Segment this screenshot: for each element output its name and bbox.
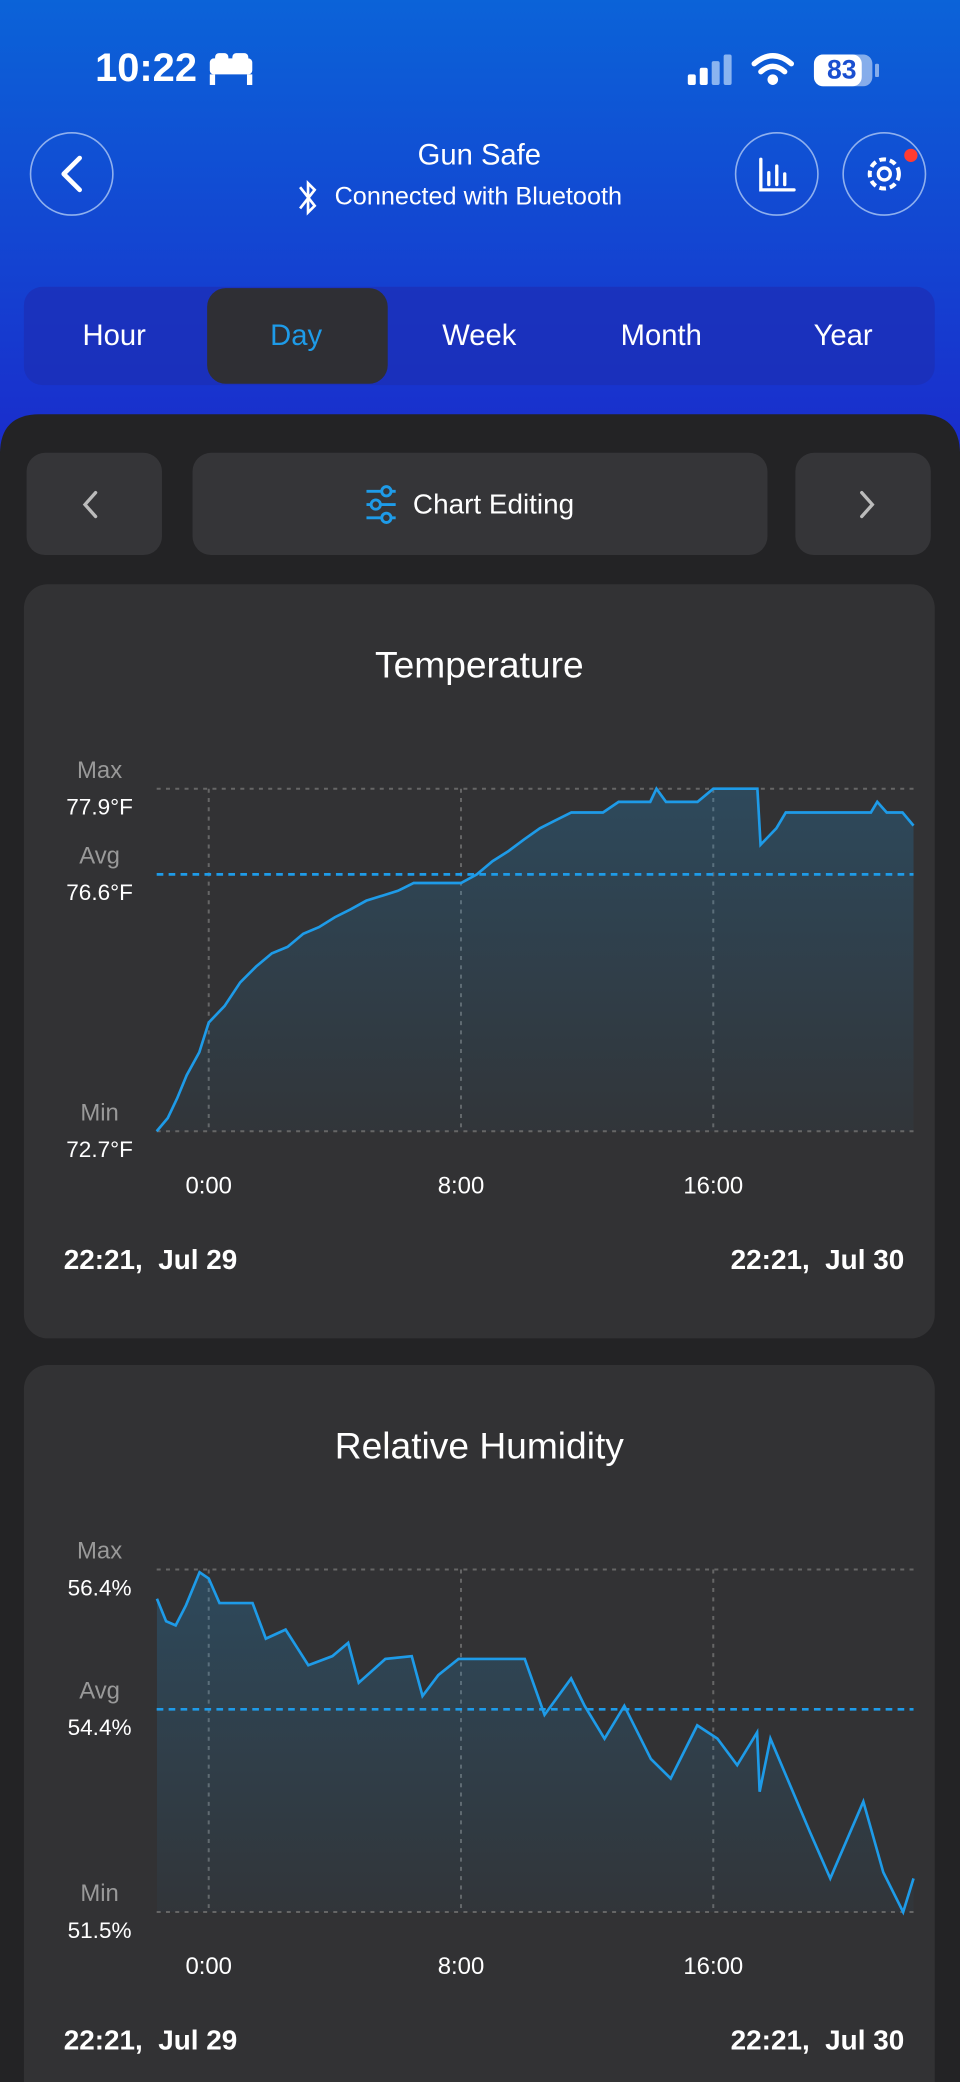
end-time: 22:21, Jul 30 — [731, 2025, 905, 2056]
line — [155, 1570, 915, 1916]
chart-title: Temperature — [375, 644, 584, 686]
y-tick-label: 54.4% — [68, 1715, 132, 1740]
signal-icon — [687, 54, 732, 85]
stats-button[interactable] — [734, 131, 819, 216]
tab[interactable]: Day — [270, 320, 322, 352]
tab[interactable]: Hour — [83, 320, 147, 352]
y-tick-label: 77.9°F — [66, 795, 133, 820]
next-button[interactable] — [795, 452, 931, 556]
chart-editing-label: Chart Editing — [413, 488, 574, 519]
battery-icon: 83 — [813, 54, 880, 87]
chart-title: Relative Humidity — [335, 1424, 625, 1466]
back-button[interactable] — [29, 131, 114, 216]
y-tick-name: Max — [77, 757, 122, 784]
y-tick-name: Max — [77, 1538, 122, 1565]
settings-button[interactable] — [842, 131, 927, 216]
y-tick-label: 51.5% — [68, 1918, 132, 1943]
y-tick-name: Min — [80, 1099, 118, 1126]
selected-tab — [207, 288, 388, 384]
x-tick-label: 0:00 — [185, 1953, 232, 1980]
chart-editing-button[interactable]: Chart Editing — [192, 452, 768, 556]
line — [155, 786, 915, 1133]
y-tick-name: Min — [80, 1880, 118, 1907]
status-time: 10:22 — [95, 46, 197, 90]
x-tick-label: 16:00 — [683, 1953, 743, 1980]
bluetooth-icon — [299, 180, 317, 216]
tab[interactable]: Week — [442, 320, 517, 352]
end-time: 22:21, Jul 30 — [731, 1244, 905, 1275]
previous-button[interactable] — [26, 452, 162, 556]
sleep-icon — [209, 53, 253, 85]
area — [156, 1572, 914, 1913]
start-time: 22:21, Jul 29 — [64, 1244, 238, 1275]
x-tick-label: 0:00 — [185, 1172, 232, 1199]
y-tick-name: Avg — [79, 842, 120, 869]
y-tick-label: 72.7°F — [66, 1137, 133, 1162]
wifi-icon — [751, 53, 795, 85]
tab[interactable]: Month — [621, 320, 702, 352]
y-tick-label: 76.6°F — [66, 880, 133, 905]
connection-status: Connected with Bluetooth — [335, 183, 622, 211]
device-title: Gun Safe — [418, 139, 541, 171]
x-tick-label: 8:00 — [438, 1953, 485, 1980]
battery-level: 83 — [827, 55, 857, 85]
tab[interactable]: Year — [814, 320, 873, 352]
start-time: 22:21, Jul 29 — [64, 2025, 238, 2056]
y-tick-label: 56.4% — [68, 1575, 132, 1600]
x-tick-label: 8:00 — [438, 1172, 485, 1199]
x-tick-label: 16:00 — [683, 1172, 743, 1199]
chart-card: Relative Humidity 0:00 8:00 16:00 Min 51.5% Av… — [23, 1364, 935, 2082]
y-tick-name: Avg — [79, 1677, 120, 1704]
chart-card: Temperature 0:00 8:00 16:00 Min 72.7°F Avg 76.6… — [23, 584, 935, 1339]
